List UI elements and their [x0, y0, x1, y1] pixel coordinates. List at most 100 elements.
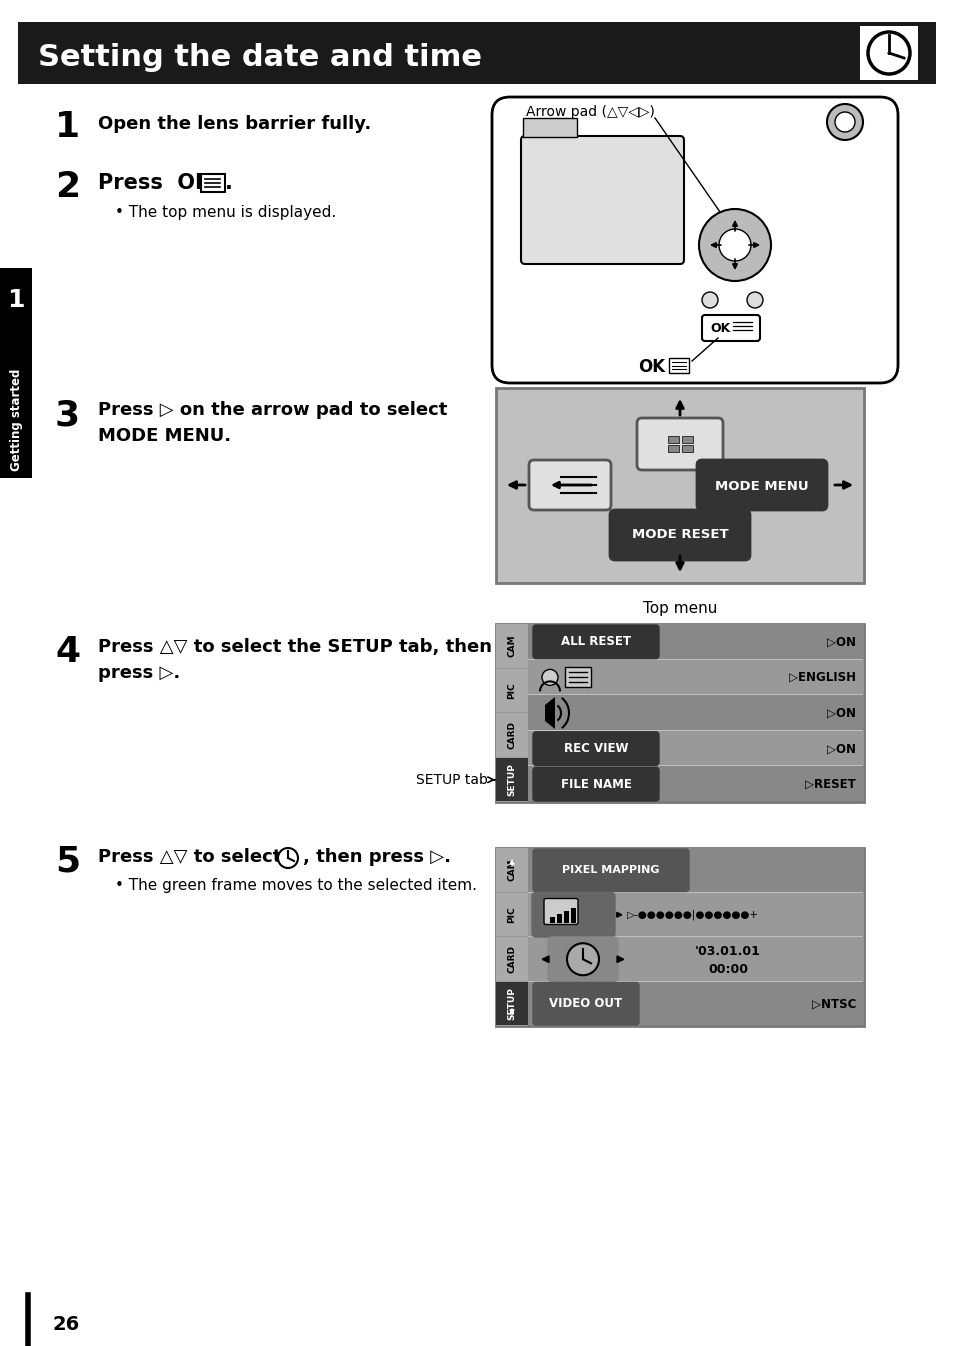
- Circle shape: [867, 32, 909, 74]
- Bar: [571, 907, 576, 922]
- Bar: [0, 268, 32, 478]
- Bar: [496, 669, 527, 712]
- Text: SETUP: SETUP: [507, 763, 516, 795]
- FancyBboxPatch shape: [492, 97, 897, 384]
- Bar: [527, 892, 863, 935]
- Text: PIXEL MAPPING: PIXEL MAPPING: [561, 865, 659, 875]
- Text: ALL RESET: ALL RESET: [560, 635, 630, 649]
- Text: 3: 3: [55, 398, 80, 432]
- FancyBboxPatch shape: [520, 136, 683, 264]
- Text: ▷ENGLISH: ▷ENGLISH: [788, 670, 855, 684]
- FancyBboxPatch shape: [668, 358, 688, 373]
- Bar: [550, 917, 555, 922]
- Bar: [527, 660, 863, 695]
- Text: Press ▷ on the arrow pad to select: Press ▷ on the arrow pad to select: [98, 401, 447, 419]
- Text: 4: 4: [55, 635, 80, 669]
- FancyBboxPatch shape: [533, 849, 688, 891]
- Text: ▷ON: ▷ON: [826, 635, 855, 649]
- FancyBboxPatch shape: [533, 983, 639, 1026]
- Text: MODE MENU.: MODE MENU.: [98, 427, 231, 446]
- Text: • The green frame moves to the selected item.: • The green frame moves to the selected …: [115, 878, 476, 892]
- Text: 1: 1: [8, 288, 25, 312]
- Bar: [18, 22, 935, 83]
- Circle shape: [566, 944, 598, 976]
- Bar: [527, 625, 863, 658]
- FancyBboxPatch shape: [543, 899, 578, 925]
- Text: REC VIEW: REC VIEW: [563, 742, 628, 755]
- Text: '03.01.01: '03.01.01: [695, 945, 760, 958]
- Bar: [681, 446, 692, 452]
- Text: Arrow pad (△▽◁▷): Arrow pad (△▽◁▷): [525, 105, 654, 118]
- Bar: [527, 695, 863, 730]
- Circle shape: [541, 669, 558, 685]
- Circle shape: [701, 292, 718, 308]
- Circle shape: [746, 292, 762, 308]
- Text: press ▷.: press ▷.: [98, 664, 180, 682]
- Bar: [496, 892, 527, 935]
- Bar: [527, 848, 863, 891]
- Text: PIC: PIC: [507, 906, 516, 923]
- Text: ▷NTSC: ▷NTSC: [811, 997, 855, 1011]
- Text: 2: 2: [55, 170, 80, 205]
- FancyBboxPatch shape: [609, 510, 749, 560]
- Text: ▷RESET: ▷RESET: [804, 778, 855, 790]
- Bar: [544, 707, 553, 719]
- Circle shape: [834, 112, 854, 132]
- FancyBboxPatch shape: [522, 118, 577, 137]
- Circle shape: [719, 229, 750, 261]
- FancyBboxPatch shape: [533, 732, 659, 766]
- Text: Getting started: Getting started: [10, 369, 23, 471]
- FancyBboxPatch shape: [532, 892, 615, 937]
- Bar: [667, 436, 679, 443]
- FancyBboxPatch shape: [547, 937, 618, 981]
- Bar: [527, 937, 863, 980]
- FancyBboxPatch shape: [697, 460, 826, 510]
- Text: CAM: CAM: [507, 635, 516, 657]
- Bar: [496, 848, 527, 1026]
- FancyBboxPatch shape: [201, 174, 225, 192]
- Bar: [527, 766, 863, 801]
- Bar: [496, 981, 527, 1026]
- FancyBboxPatch shape: [533, 625, 659, 658]
- Text: 00:00: 00:00: [707, 962, 747, 976]
- Text: CARD: CARD: [507, 721, 516, 748]
- FancyBboxPatch shape: [637, 419, 722, 470]
- Bar: [667, 446, 679, 452]
- Text: Press △▽ to select: Press △▽ to select: [98, 848, 281, 865]
- FancyBboxPatch shape: [496, 625, 863, 802]
- Bar: [527, 981, 863, 1026]
- FancyBboxPatch shape: [496, 388, 863, 583]
- Bar: [496, 625, 527, 668]
- Text: Setting the date and time: Setting the date and time: [38, 43, 481, 71]
- Text: , then press ▷.: , then press ▷.: [303, 848, 451, 865]
- Bar: [527, 731, 863, 766]
- Polygon shape: [544, 697, 555, 730]
- Text: OK: OK: [638, 358, 665, 376]
- Text: OK: OK: [710, 323, 730, 335]
- Bar: [557, 914, 561, 922]
- Text: • The top menu is displayed.: • The top menu is displayed.: [115, 205, 335, 219]
- Text: CARD: CARD: [507, 945, 516, 973]
- Text: MODE MENU: MODE MENU: [715, 479, 808, 493]
- Bar: [496, 758, 527, 801]
- FancyBboxPatch shape: [564, 668, 590, 688]
- Bar: [496, 625, 527, 802]
- Bar: [496, 848, 527, 891]
- Text: VIDEO OUT: VIDEO OUT: [549, 997, 622, 1011]
- FancyBboxPatch shape: [701, 315, 760, 341]
- Text: .: .: [225, 174, 233, 192]
- Text: 26: 26: [52, 1315, 79, 1334]
- Text: FILE NAME: FILE NAME: [560, 778, 631, 790]
- Text: SETUP tab: SETUP tab: [416, 773, 488, 787]
- FancyBboxPatch shape: [529, 460, 610, 510]
- Circle shape: [826, 104, 862, 140]
- Text: ▷ON: ▷ON: [826, 742, 855, 755]
- Circle shape: [699, 209, 770, 281]
- Text: MODE RESET: MODE RESET: [631, 529, 727, 541]
- Bar: [563, 910, 568, 922]
- Text: Open the lens barrier fully.: Open the lens barrier fully.: [98, 114, 371, 133]
- Bar: [496, 713, 527, 756]
- Text: Top menu: Top menu: [642, 602, 717, 616]
- Bar: [681, 436, 692, 443]
- Text: ▷ON: ▷ON: [826, 707, 855, 720]
